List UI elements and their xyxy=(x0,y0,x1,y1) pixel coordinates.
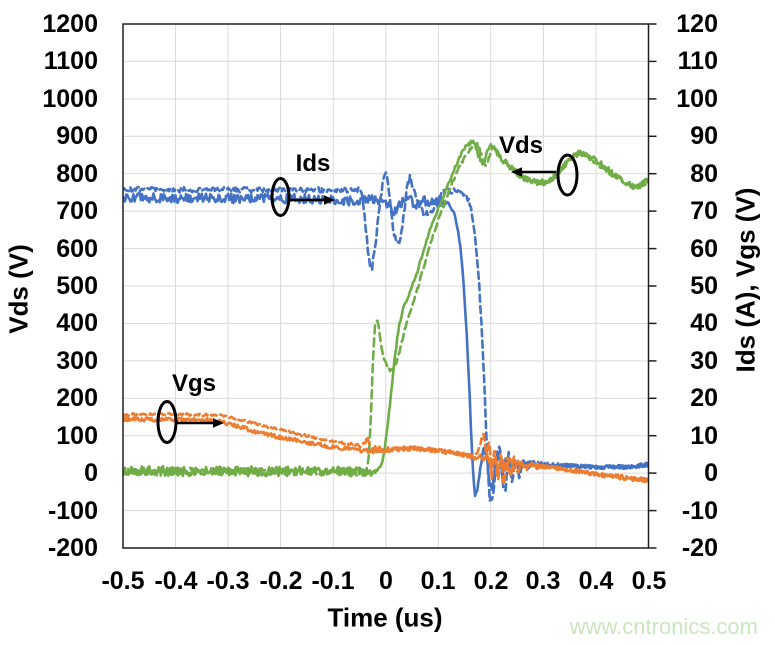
y-right-tick-label: 110 xyxy=(677,47,718,75)
y-right-tick-label: 30 xyxy=(690,347,718,375)
y-left-tick-label: 300 xyxy=(56,347,98,375)
y-right-tick-label: 100 xyxy=(676,85,718,113)
x-tick-label: -0.1 xyxy=(311,567,355,595)
x-tick-label: 0.3 xyxy=(525,567,561,595)
x-tick-label: -0.3 xyxy=(206,567,250,595)
y-left-tick-label: 500 xyxy=(56,272,98,300)
y-left-tick-label: 900 xyxy=(56,122,98,150)
x-tick-label: 0.5 xyxy=(631,567,667,595)
annotation-label-vds: Vds xyxy=(498,132,544,159)
y-right-tick-label: 80 xyxy=(690,160,718,188)
y-left-tick-label: 1200 xyxy=(42,10,98,38)
y-right-tick-label: 20 xyxy=(690,384,718,412)
x-tick-label: 0 xyxy=(379,567,393,595)
y-right-tick-label: -10 xyxy=(681,497,718,525)
y-right-tick-label: 50 xyxy=(690,272,718,300)
y-axis-right-title: Ids (A), Vgs (V) xyxy=(730,187,761,373)
annotation-label-ids: Ids xyxy=(295,150,331,177)
y-right-tick-label: 10 xyxy=(690,422,718,450)
y-left-tick-label: 800 xyxy=(56,160,98,188)
y-right-tick-label: 60 xyxy=(690,235,718,263)
watermark: www.cntronics.com xyxy=(569,614,758,639)
x-tick-label: -0.5 xyxy=(101,567,145,595)
y-left-tick-label: 400 xyxy=(56,309,98,337)
y-left-tick-label: 200 xyxy=(56,384,98,412)
y-left-tick-label: 1000 xyxy=(42,85,98,113)
y-left-tick-label: 100 xyxy=(56,422,98,450)
y-left-tick-label: -200 xyxy=(47,534,98,562)
x-tick-label: -0.2 xyxy=(259,567,303,595)
y-left-tick-label: -100 xyxy=(47,497,98,525)
y-left-tick-label: 0 xyxy=(84,459,98,487)
y-right-tick-label: 90 xyxy=(690,122,718,150)
x-tick-label: 0.4 xyxy=(578,567,614,595)
x-tick-label: 0.2 xyxy=(473,567,509,595)
x-axis-title: Time (us) xyxy=(327,602,443,633)
y-left-tick-label: 600 xyxy=(56,235,98,263)
x-tick-label: 0.1 xyxy=(420,567,456,595)
y-left-tick-label: 700 xyxy=(56,197,98,225)
x-tick-label: -0.4 xyxy=(154,567,198,595)
y-right-tick-label: 120 xyxy=(676,10,718,38)
y-left-tick-label: 1100 xyxy=(43,47,98,75)
y-right-tick-label: 40 xyxy=(690,309,718,337)
y-right-tick-label: 70 xyxy=(690,197,718,225)
y-right-tick-label: 0 xyxy=(704,459,718,487)
annotation-label-vgs: Vgs xyxy=(171,370,217,397)
y-right-tick-label: -20 xyxy=(681,534,718,562)
